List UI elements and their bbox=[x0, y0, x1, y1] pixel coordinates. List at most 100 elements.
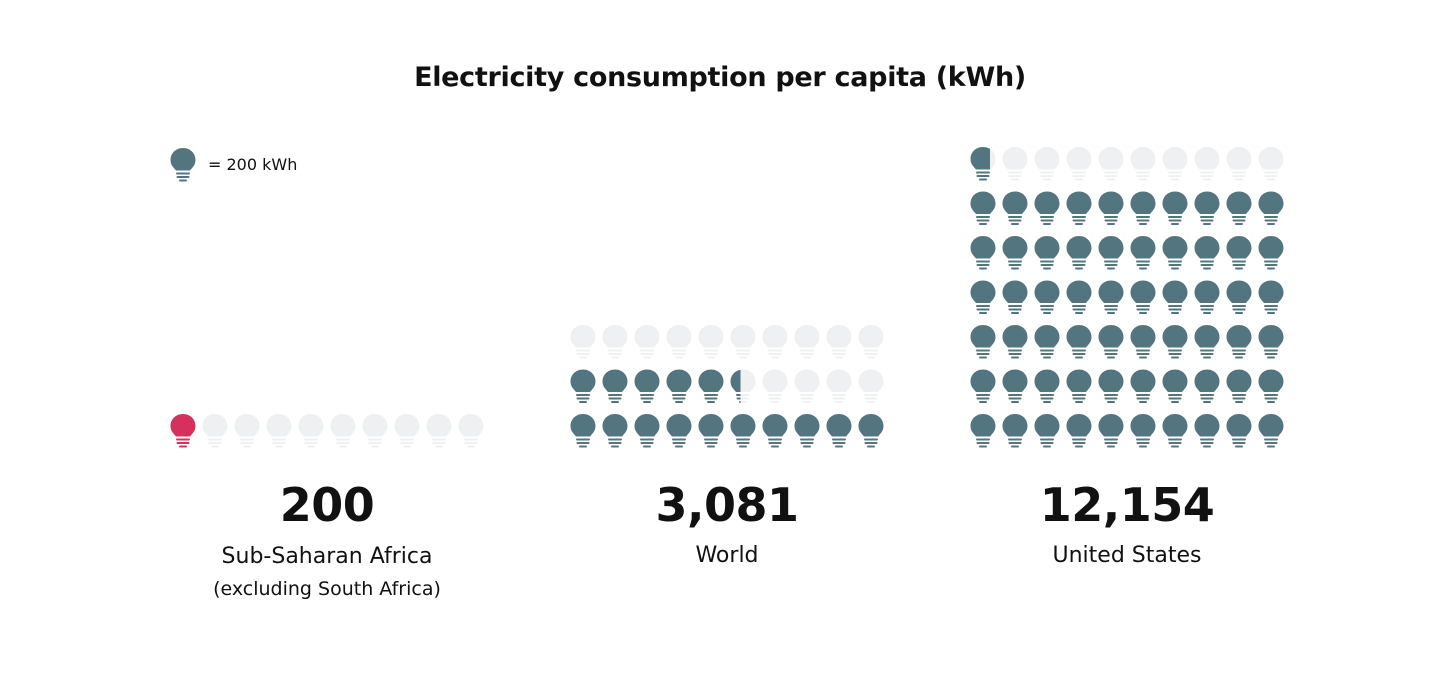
bulb-icon-united-states-5 bbox=[1098, 414, 1124, 448]
bulb-icon-united-states-42 bbox=[1002, 236, 1028, 270]
bulb-icon-united-states-3 bbox=[1034, 414, 1060, 448]
bulb-icon-united-states-41 bbox=[970, 236, 996, 270]
bulb-icon-sub-saharan-africa-5 bbox=[298, 414, 324, 448]
bulb-icon-united-states-18 bbox=[1194, 369, 1220, 403]
bulb-icon-united-states-52 bbox=[1002, 191, 1028, 225]
bulb-icon-world-23 bbox=[634, 325, 660, 359]
bulb-icon-united-states-67 bbox=[1162, 147, 1188, 181]
bulb-icon-united-states-1 bbox=[970, 414, 996, 448]
bulb-icon-united-states-53 bbox=[1034, 191, 1060, 225]
bulb-icon-united-states-30 bbox=[1258, 325, 1284, 359]
bulb-icon-united-states-14 bbox=[1066, 369, 1092, 403]
bulb-icon-united-states-34 bbox=[1066, 280, 1092, 314]
bulb-icon-world-21 bbox=[570, 325, 596, 359]
bulb-icon-united-states-20 bbox=[1258, 369, 1284, 403]
value-united-states: 12,154 bbox=[1039, 478, 1215, 532]
bulb-icon-united-states-11 bbox=[970, 369, 996, 403]
bulb-icon-united-states-8 bbox=[1194, 414, 1220, 448]
bulb-icon-united-states-7 bbox=[1162, 414, 1188, 448]
bulb-icon-united-states-63 bbox=[1034, 147, 1060, 181]
bulb-icon-united-states-9 bbox=[1226, 414, 1252, 448]
bulb-icon-united-states-16 bbox=[1130, 369, 1156, 403]
bulb-icon-united-states-49 bbox=[1226, 236, 1252, 270]
bulb-icon-united-states-6 bbox=[1130, 414, 1156, 448]
bulb-icon-united-states-25 bbox=[1098, 325, 1124, 359]
bulb-icon-united-states-23 bbox=[1034, 325, 1060, 359]
bulb-icon-sub-saharan-africa-4 bbox=[266, 414, 292, 448]
bulb-icon-united-states-59 bbox=[1226, 191, 1252, 225]
bulb-icon-world-2 bbox=[602, 414, 628, 448]
bulb-icon-world-26 bbox=[730, 325, 756, 359]
label-sub-saharan-africa: Sub-Saharan Africa bbox=[221, 544, 433, 569]
bulb-icon-world-20 bbox=[858, 369, 884, 403]
bulb-icon-united-states-35 bbox=[1098, 280, 1124, 314]
bulb-icon-united-states-68 bbox=[1194, 147, 1220, 181]
bulb-icon-sub-saharan-africa-8 bbox=[394, 414, 420, 448]
bulb-icon-united-states-65 bbox=[1098, 147, 1124, 181]
bulb-icon-world-22 bbox=[602, 325, 628, 359]
bulb-icon-united-states-27 bbox=[1162, 325, 1188, 359]
bulb-icon-world-30 bbox=[858, 325, 884, 359]
bulb-icon-united-states-48 bbox=[1194, 236, 1220, 270]
legend: = 200 kWh bbox=[168, 146, 297, 182]
bulb-icon-united-states-10 bbox=[1258, 414, 1284, 448]
bulb-icon-united-states-45 bbox=[1098, 236, 1124, 270]
bulb-icon-world-18 bbox=[794, 369, 820, 403]
bulb-icon-world-19 bbox=[826, 369, 852, 403]
bulb-icon-united-states-56 bbox=[1130, 191, 1156, 225]
bulb-icon-united-states-28 bbox=[1194, 325, 1220, 359]
bulb-icon-world-16 bbox=[730, 369, 756, 403]
bulb-icon-sub-saharan-africa-2 bbox=[202, 414, 228, 448]
value-sub-saharan-africa: 200 bbox=[279, 478, 375, 532]
bulb-icon-sub-saharan-africa-7 bbox=[362, 414, 388, 448]
legend-label: = 200 kWh bbox=[208, 154, 298, 174]
bulb-icon-world-10 bbox=[858, 414, 884, 448]
bulb-icon-united-states-62 bbox=[1002, 147, 1028, 181]
bulb-icon-united-states-55 bbox=[1098, 191, 1124, 225]
bulb-icon-united-states-15 bbox=[1098, 369, 1124, 403]
bulb-icon-sub-saharan-africa-3 bbox=[234, 414, 260, 448]
bulb-icon-united-states-60 bbox=[1258, 191, 1284, 225]
bulb-icon-united-states-51 bbox=[970, 191, 996, 225]
bulb-icon-world-9 bbox=[826, 414, 852, 448]
bulb-icon-sub-saharan-africa-10 bbox=[458, 414, 484, 448]
bulb-icon-united-states-50 bbox=[1258, 236, 1284, 270]
bulb-icon-world-6 bbox=[730, 414, 756, 448]
bulb-icon-united-states-54 bbox=[1066, 191, 1092, 225]
bulb-icon-world-12 bbox=[602, 369, 628, 403]
bulb-icon-united-states-4 bbox=[1066, 414, 1092, 448]
bulb-icon-world-4 bbox=[666, 414, 692, 448]
bulb-icon-united-states-44 bbox=[1066, 236, 1092, 270]
bulb-icon-world-8 bbox=[794, 414, 820, 448]
bulb-icon-sub-saharan-africa-6 bbox=[330, 414, 356, 448]
bulb-icon-world-13 bbox=[634, 369, 660, 403]
bulb-icon-united-states-58 bbox=[1194, 191, 1220, 225]
bulb-icon-united-states-57 bbox=[1162, 191, 1188, 225]
bulb-icon-world-7 bbox=[762, 414, 788, 448]
bulb-icon-united-states-17 bbox=[1162, 369, 1188, 403]
bulb-icon-united-states-64 bbox=[1066, 147, 1092, 181]
bulb-icon-united-states-29 bbox=[1226, 325, 1252, 359]
bulb-icon-united-states-39 bbox=[1226, 280, 1252, 314]
bulb-icon-united-states-26 bbox=[1130, 325, 1156, 359]
bulb-icon-united-states-12 bbox=[1002, 369, 1028, 403]
bulb-icon-sub-saharan-africa-1 bbox=[170, 414, 196, 448]
bulb-icon-united-states-38 bbox=[1194, 280, 1220, 314]
bulb-icon-world-11 bbox=[570, 369, 596, 403]
bulb-icon-united-states-19 bbox=[1226, 369, 1252, 403]
value-world: 3,081 bbox=[655, 478, 799, 532]
bulb-icon-united-states-22 bbox=[1002, 325, 1028, 359]
chart-title: Electricity consumption per capita (kWh) bbox=[414, 62, 1026, 93]
bulb-icon-united-states-66 bbox=[1130, 147, 1156, 181]
label-world: World bbox=[695, 543, 759, 568]
bulb-icon-united-states-70 bbox=[1258, 147, 1284, 181]
bulb-icon-sub-saharan-africa-9 bbox=[426, 414, 452, 448]
bulb-icon-world-3 bbox=[634, 414, 660, 448]
bulb-icon-united-states-32 bbox=[1002, 280, 1028, 314]
bulb-icon-world-17 bbox=[762, 369, 788, 403]
bulb-icon-united-states-47 bbox=[1162, 236, 1188, 270]
bulb-icon-world-1 bbox=[570, 414, 596, 448]
bulb-icon-united-states-2 bbox=[1002, 414, 1028, 448]
bulb-icon-world-5 bbox=[698, 414, 724, 448]
bulb-icon-united-states-31 bbox=[970, 280, 996, 314]
